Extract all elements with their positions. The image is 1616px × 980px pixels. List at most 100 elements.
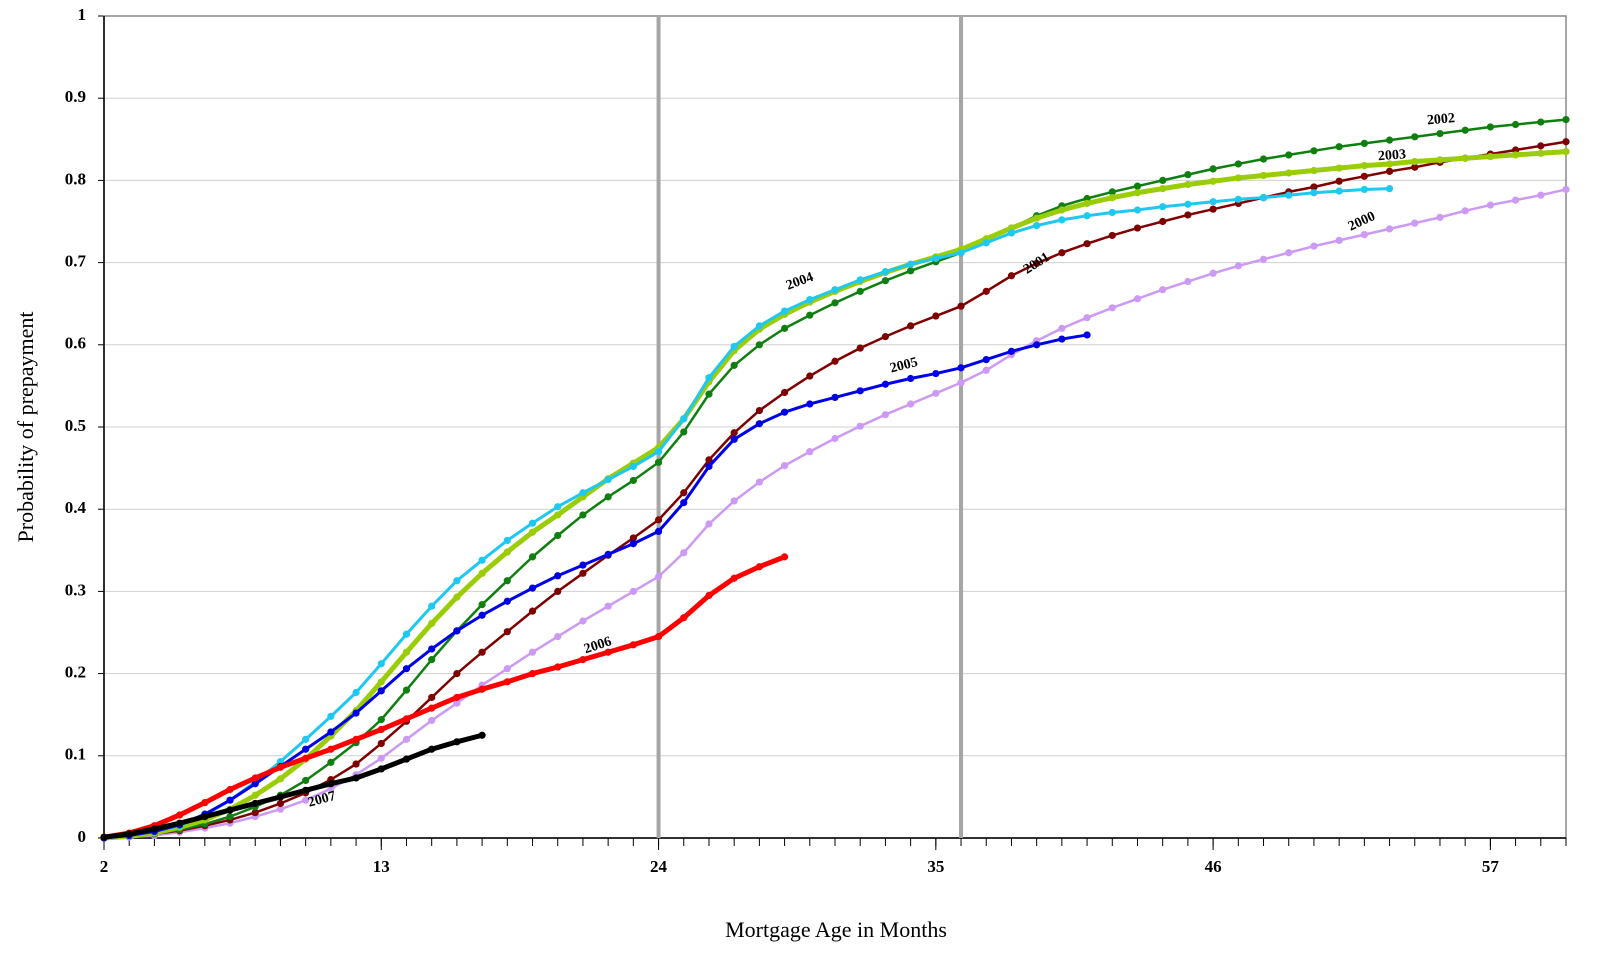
data-point [1108,194,1116,202]
data-point [428,745,436,753]
data-point [1511,146,1520,154]
data-point [377,660,385,668]
data-point [654,516,663,524]
data-point [1083,199,1091,208]
data-point [1310,242,1318,250]
data-point [377,687,385,695]
data-point [1537,142,1545,150]
data-point [705,462,713,471]
data-point [1184,277,1192,286]
data-point [453,670,461,678]
data-point [1511,120,1520,129]
data-point [1083,212,1091,220]
data-point [1007,229,1016,237]
data-point [982,366,990,374]
data-point [654,573,663,581]
data-point [176,819,184,827]
series-line [103,333,1088,840]
data-point [932,389,940,397]
data-point [251,799,259,808]
data-point [1108,188,1116,196]
data-point [276,799,285,808]
data-point [780,408,789,416]
data-point [629,641,637,649]
data-point [478,611,486,619]
data-point [302,796,310,804]
data-point [327,745,335,753]
data-point [302,786,310,794]
data-point [1259,255,1268,263]
y-tick-label: 0.6 [65,334,86,353]
data-point [1209,165,1217,173]
x-tick-label: 13 [373,857,390,876]
data-point [982,355,990,364]
data-point [528,648,537,656]
data-point [428,716,436,725]
data-point [932,369,940,378]
data-point [302,745,310,753]
data-point [528,553,537,561]
data-point [806,400,814,408]
data-point [327,728,335,736]
data-point [352,774,360,782]
data-point [579,617,587,625]
data-point [1108,231,1116,240]
data-point [1133,206,1142,214]
data-point [881,332,890,341]
data-point [1537,149,1545,157]
y-tick-label: 0.9 [65,87,86,106]
data-point [730,342,738,351]
y-tick-label: 1 [78,5,87,24]
data-point [453,693,461,702]
data-point [226,806,234,814]
data-point [1108,208,1116,217]
data-point [528,670,537,678]
data-point [881,411,890,419]
data-point [1562,148,1570,156]
data-point [705,390,713,398]
data-point [554,503,562,511]
data-point [1436,156,1444,164]
x-tick-label: 24 [650,857,668,876]
data-point [957,379,965,387]
data-point [1108,304,1116,312]
data-point [1411,157,1419,166]
data-point [604,550,612,559]
data-point [402,686,411,694]
series-line [103,732,483,840]
series-label: 2007 [306,789,337,811]
data-point [1285,249,1293,257]
data-point [327,780,335,788]
data-point [1411,163,1419,171]
data-point [1007,272,1016,280]
data-point [730,429,738,437]
series-line [103,187,1390,840]
data-point [806,372,814,380]
data-point [352,688,360,697]
x-tick-label: 2 [100,857,109,876]
data-point [1007,347,1016,355]
data-point [654,458,663,466]
data-point [806,295,814,304]
data-point [755,420,763,428]
data-point [554,587,562,596]
data-point [503,597,511,605]
data-point [1511,196,1520,204]
data-point [604,648,612,656]
data-point [780,462,789,470]
data-point [1083,240,1091,248]
data-point [1033,222,1041,230]
data-point [705,520,713,528]
data-point [680,428,688,436]
data-point [579,511,587,519]
data-point [780,388,789,397]
data-point [428,704,436,712]
data-point [377,678,385,686]
data-point [1537,191,1545,199]
data-point [453,577,461,585]
y-tick-label: 0.1 [65,745,86,764]
data-point [654,448,663,456]
data-point [1385,225,1394,233]
data-point [402,735,411,743]
data-point [1310,189,1318,197]
